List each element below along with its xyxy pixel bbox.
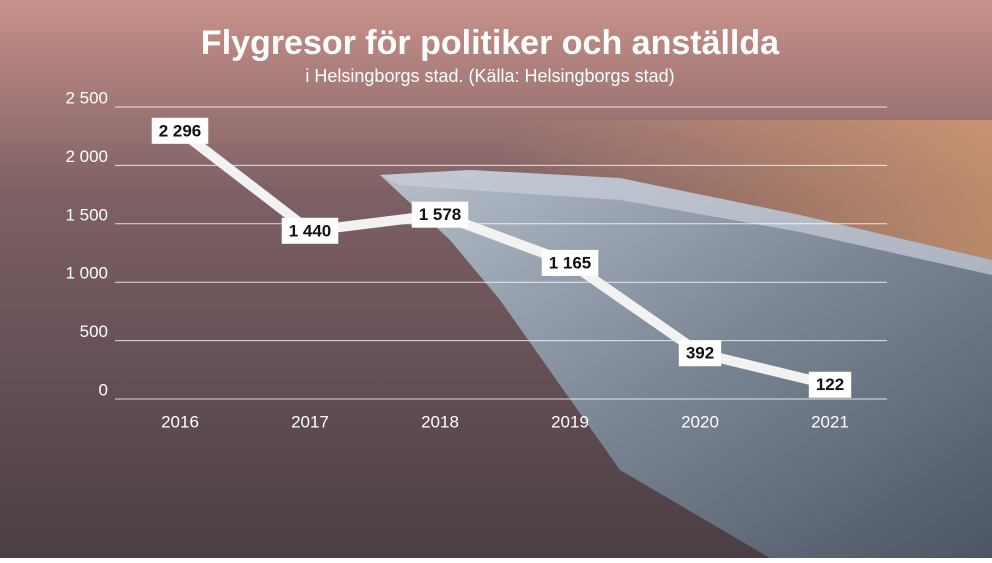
x-tick-label: 2017 [291,412,329,431]
chart-subtitle: i Helsingborgs stad. (Källa: Helsingborg… [305,66,674,86]
x-tick-label: 2020 [681,412,719,431]
data-label-box [678,340,722,367]
data-label: 1 440 [289,221,332,240]
data-label-box [808,371,852,398]
data-label: 1 165 [549,253,592,272]
y-tick-label: 1 000 [65,264,108,283]
x-tick-label: 2016 [161,412,199,431]
y-tick-label: 0 [99,380,108,399]
data-label: 2 296 [159,121,202,140]
data-label-box [541,249,599,276]
data-label-box [411,201,469,228]
y-tick-label: 500 [80,322,108,341]
y-tick-label: 2 500 [65,88,108,107]
data-label-box [151,117,209,144]
y-tick-label: 2 000 [65,147,108,166]
y-tick-label: 1 500 [65,205,108,224]
x-tick-label: 2021 [811,412,849,431]
data-label: 392 [686,344,714,363]
data-label: 1 578 [419,205,462,224]
chart-title: Flygresor för politiker och anställda [201,24,780,62]
data-line [176,126,832,390]
x-tick-label: 2018 [421,412,459,431]
x-tick-label: 2019 [551,412,589,431]
data-label: 122 [816,375,844,394]
wing-edge [380,170,992,275]
data-label-box [281,217,339,244]
